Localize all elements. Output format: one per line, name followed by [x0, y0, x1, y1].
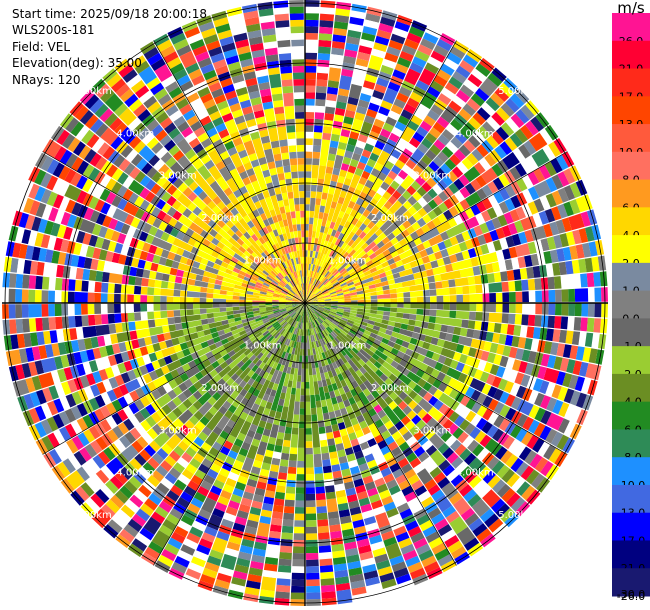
range-ring-label: 3.00km — [413, 425, 451, 436]
range-ring-label: 2.00km — [201, 213, 239, 224]
range-ring-label: 5.00km — [74, 86, 112, 97]
velocity-gate-group — [3, 6, 608, 598]
colorbar: 26.021.017.013.010.08.06.04.02.01.00.0-1… — [612, 13, 650, 603]
velocity-gate-group — [28, 1, 608, 593]
colorbar-band — [612, 512, 650, 541]
colorbar-band — [612, 13, 650, 42]
scan-info: Start time: 2025/09/18 20:00:18 WLS200s-… — [12, 6, 207, 88]
range-ring-label: 3.00km — [413, 171, 451, 182]
range-ring-label: 1.00km — [329, 256, 367, 267]
range-ring-label: 3.00km — [159, 171, 197, 182]
field-text: Field: VEL — [12, 39, 71, 54]
velocity-gate-group — [2, 26, 589, 585]
range-ring-label: 1.00km — [244, 256, 282, 267]
velocity-gate-group — [28, 20, 607, 560]
colorbar-band — [612, 151, 650, 181]
colorbar-band — [612, 401, 650, 430]
velocity-gate-group — [2, 6, 600, 603]
range-grid — [2, 0, 608, 606]
instrument-text: WLS200s-181 — [12, 23, 95, 38]
colorbar-band — [612, 179, 650, 208]
azimuth-spoke — [304, 302, 457, 566]
range-ring-label: 1.00km — [244, 340, 282, 351]
colorbar-tick-label: -30.0 — [617, 588, 645, 601]
colorbar-band — [612, 290, 650, 319]
colorbar-band — [612, 429, 650, 458]
range-ring-label: 2.00km — [371, 383, 409, 394]
range-ring-label: 3.00km — [159, 425, 197, 436]
colorbar-unit-label: m/s — [617, 0, 645, 17]
range-ring-label: 5.00km — [498, 86, 536, 97]
azimuth-spoke — [304, 40, 457, 304]
azimuth-spoke — [304, 151, 568, 304]
range-ring-label: 4.00km — [456, 128, 494, 139]
range-ring-labels: 1.00km 1.00km 1.00km 1.00km 2.00km 2.00km 2.00… — [74, 86, 536, 521]
range-ring-label: 4.00km — [116, 128, 154, 139]
colorbar-band — [612, 40, 650, 70]
colorbar-band — [612, 373, 650, 403]
start-time-text: Start time: 2025/09/18 20:00:18 — [12, 7, 207, 21]
range-ring-label: 5.00km — [74, 510, 112, 521]
colorbar-band — [612, 262, 650, 292]
range-ring-label: 2.00km — [201, 383, 239, 394]
velocity-gate-group — [9, 0, 607, 606]
colorbar-band — [612, 484, 650, 514]
azimuth-spoke — [304, 302, 568, 455]
azimuth-spoke — [153, 302, 306, 566]
azimuth-spoke — [153, 40, 306, 304]
range-ring-label: 1.00km — [329, 340, 367, 351]
range-ring-label: 2.00km — [371, 213, 409, 224]
colorbar-band — [612, 457, 650, 486]
colorbar-band — [612, 207, 650, 236]
colorbar-band — [612, 235, 650, 264]
colorbar-tick-label: -26.0 — [617, 590, 645, 603]
colorbar-band — [612, 540, 650, 569]
colorbar-band — [612, 68, 650, 97]
colorbar-band — [612, 318, 650, 347]
colorbar-band — [612, 96, 650, 125]
colorbar-band — [612, 124, 650, 153]
colorbar-band — [612, 568, 650, 597]
nrays-text: NRays: 120 — [12, 72, 81, 87]
colorbar-band — [612, 346, 650, 375]
range-ring-label: 5.00km — [498, 510, 536, 521]
azimuth-spoke — [42, 151, 306, 304]
range-ring-label: 4.00km — [456, 468, 494, 479]
range-ring-label: 4.00km — [116, 468, 154, 479]
azimuth-spoke — [42, 302, 306, 455]
elevation-text: Elevation(deg): 35.00 — [12, 56, 142, 71]
